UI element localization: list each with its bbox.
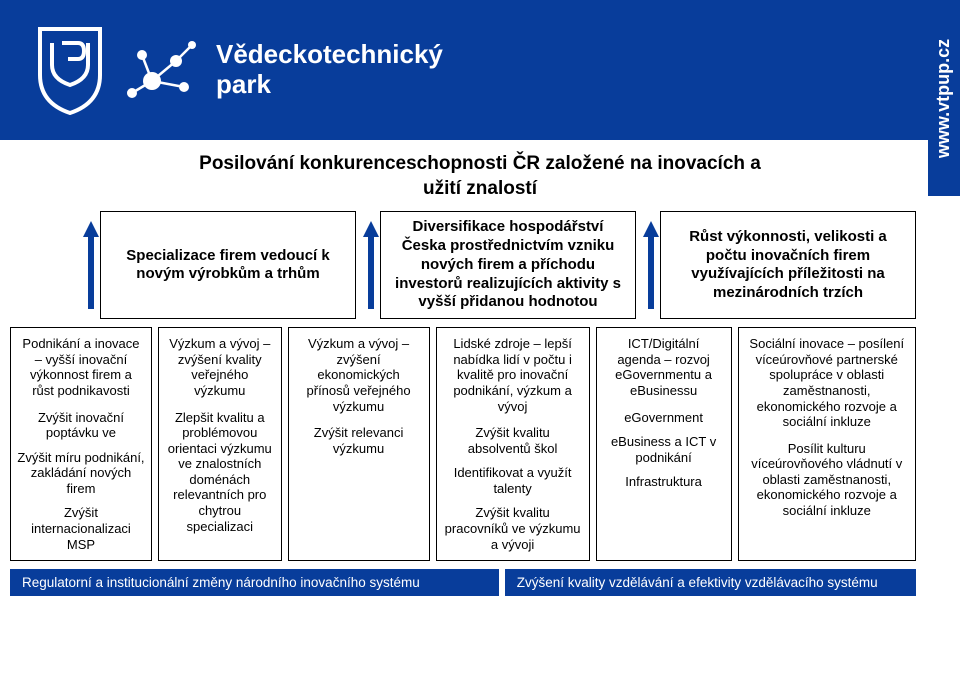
col-2: Výzkum a vývoj – zvýšení kvality veřejné… bbox=[158, 327, 282, 561]
col-1: Podnikání a inovace – vyšší inovační výk… bbox=[10, 327, 152, 561]
col-item: Zvýšit relevanci výzkumu bbox=[295, 423, 423, 458]
col-item: Infrastruktura bbox=[603, 472, 725, 492]
up-arrow-icon bbox=[82, 211, 100, 319]
footer-bar-right: Zvýšení kvality vzdělávání a efektivity … bbox=[505, 569, 916, 596]
col-6: Sociální inovace – posílení víceúrovňové… bbox=[738, 327, 917, 561]
col-title: Výzkum a vývoj – zvýšení ekonomických př… bbox=[295, 334, 423, 418]
col-item: Zvýšit internacionalizaci MSP bbox=[17, 503, 145, 554]
up-arrow-icon bbox=[362, 211, 380, 319]
col-item: Posílit kulturu víceúrovňového vládnutí … bbox=[745, 439, 910, 521]
col-item: Identifikovat a využít talenty bbox=[443, 463, 583, 498]
columns-row: Podnikání a inovace – vyšší inovační výk… bbox=[10, 327, 950, 561]
footer-bars: Regulatorní a institucionální změny náro… bbox=[10, 569, 950, 596]
up-arrow-icon bbox=[642, 211, 660, 319]
header-bar: Vědeckotechnický park bbox=[0, 0, 960, 140]
logo-shield-icon bbox=[30, 25, 110, 115]
footer-bar-left: Regulatorní a institucionální změny náro… bbox=[10, 569, 499, 596]
pillar-1: Specializace firem vedoucí k novým výrob… bbox=[100, 211, 356, 319]
col-title: Výzkum a vývoj – zvýšení kvality veřejné… bbox=[165, 334, 275, 402]
pillar-3: Růst výkonnosti, velikosti a počtu inova… bbox=[660, 211, 916, 319]
main-title: Posilování konkurenceschopnosti ČR založ… bbox=[10, 152, 950, 201]
col-3: Výzkum a vývoj – zvýšení ekonomických př… bbox=[288, 327, 430, 561]
col-item: Zvýšit inovační poptávku ve bbox=[17, 408, 145, 443]
pillar-2: Diversifikace hospodářství Česka prostře… bbox=[380, 211, 636, 319]
col-4: Lidské zdroje – lepší nabídka lidí v poč… bbox=[436, 327, 590, 561]
pillars-row: Specializace firem vedoucí k novým výrob… bbox=[10, 211, 950, 319]
col-item: Zvýšit kvalitu pracovníků ve výzkumu a v… bbox=[443, 503, 583, 554]
logo-network-icon bbox=[122, 35, 202, 105]
col-item: eBusiness a ICT v podnikání bbox=[603, 432, 725, 467]
header-title: Vědeckotechnický park bbox=[216, 40, 443, 100]
col-title: Lidské zdroje – lepší nabídka lidí v poč… bbox=[443, 334, 583, 418]
col-item: Zlepšit kvalitu a problémovou orientaci … bbox=[165, 408, 275, 537]
col-title: ICT/Digitální agenda – rozvoj eGovernmen… bbox=[603, 334, 725, 402]
col-5: ICT/Digitální agenda – rozvoj eGovernmen… bbox=[596, 327, 732, 561]
col-item: eGovernment bbox=[603, 408, 725, 428]
col-item: Zvýšit míru podnikání, zakládání nových … bbox=[17, 448, 145, 499]
col-title: Sociální inovace – posílení víceúrovňové… bbox=[745, 334, 910, 434]
col-title: Podnikání a inovace – vyšší inovační výk… bbox=[17, 334, 145, 402]
col-item: Zvýšit kvalitu absolventů škol bbox=[443, 423, 583, 458]
